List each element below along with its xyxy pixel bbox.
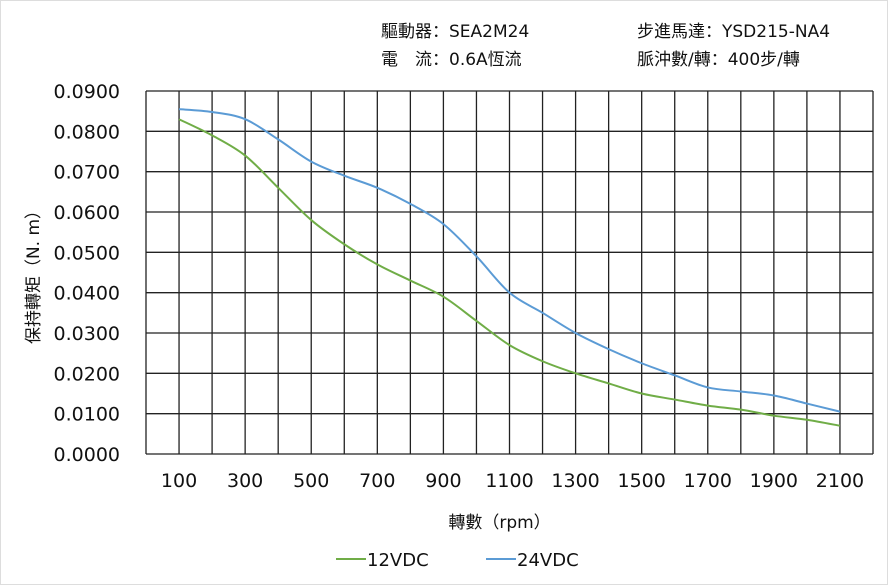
- x-tick-label: 100: [161, 470, 197, 492]
- x-tick-label: 900: [425, 470, 461, 492]
- y-tick-label: 0.0400: [54, 283, 120, 305]
- driver-label: 驅動器：SEA2M24: [381, 22, 530, 42]
- pulses-label: 脈沖數/轉：400步/轉: [637, 50, 800, 70]
- x-tick-label: 1100: [485, 470, 533, 492]
- x-tick-label: 500: [293, 470, 329, 492]
- x-tick-label: 1300: [551, 470, 599, 492]
- legend-label: 12VDC: [367, 550, 429, 571]
- x-tick-label: 1900: [750, 470, 798, 492]
- series-line-12VDC: [178, 118, 841, 427]
- y-tick-label: 0.0300: [54, 323, 120, 345]
- legend-label: 24VDC: [517, 550, 579, 571]
- series-line-24VDC: [178, 108, 841, 413]
- y-tick-label: 0.0800: [54, 121, 120, 143]
- y-tick-label: 0.0700: [54, 162, 120, 184]
- x-tick-label: 2100: [816, 470, 864, 492]
- current-label: 電 流：0.6A恆流: [381, 50, 522, 70]
- x-axis-label: 轉數（rpm）: [448, 513, 550, 533]
- x-tick-label: 1500: [618, 470, 666, 492]
- y-tick-label: 0.0000: [54, 444, 120, 466]
- y-tick-label: 0.0500: [54, 242, 120, 264]
- x-tick-label: 1700: [684, 470, 732, 492]
- motor-label: 步進馬達：YSD215-NA4: [637, 22, 831, 42]
- y-tick-label: 0.0100: [54, 404, 120, 426]
- y-tick-label: 0.0600: [54, 202, 120, 224]
- y-tick-label: 0.0900: [54, 81, 120, 103]
- y-tick-label: 0.0200: [54, 363, 120, 385]
- x-tick-label: 300: [227, 470, 263, 492]
- x-tick-label: 700: [359, 470, 395, 492]
- y-axis-label: 保持轉矩（N. m）: [24, 202, 44, 344]
